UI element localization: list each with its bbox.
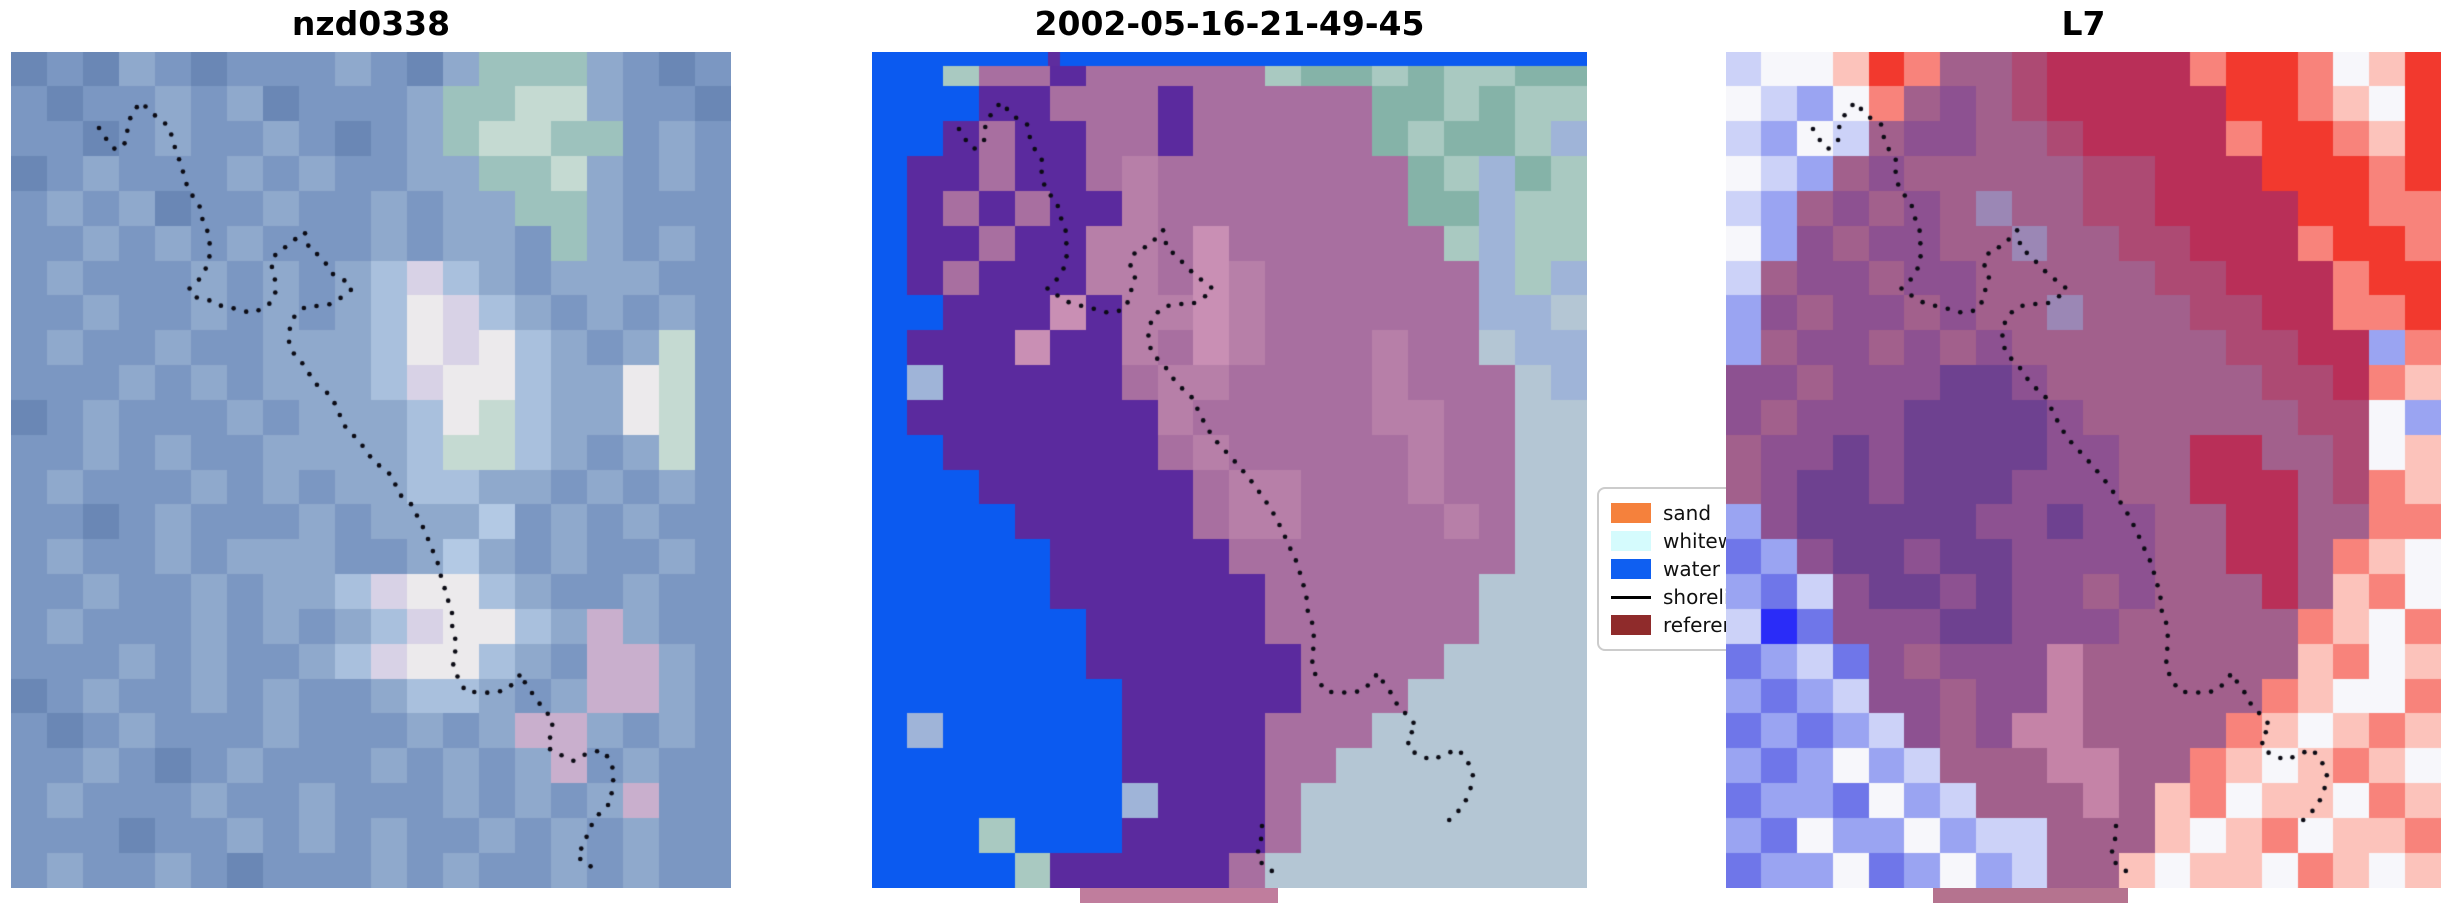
legend-label-water: water [1663,557,1720,581]
panel-title-right: L7 [2061,4,2106,43]
right-panel-bottom-strip [1933,888,2128,903]
legend-swatch-whitewater [1611,531,1651,551]
middle-panel-bottom-strip [1080,888,1278,903]
legend-item-water: water [1611,556,1795,582]
legend-swatch-sand [1611,503,1651,523]
legend-label-sand: sand [1663,501,1712,525]
panel-title-middle: 2002-05-16-21-49-45 [1034,4,1425,43]
legend-swatch-water [1611,559,1651,579]
middle-panel-image [872,52,1587,888]
right-panel-image [1726,52,2441,888]
legend-swatch-shoreline [1611,595,1651,599]
legend-item-sand: sand [1611,500,1795,526]
legend-swatch-reference-shoreline [1611,615,1651,635]
panel-title-left: nzd0338 [291,4,451,43]
left-panel-image [11,52,731,888]
